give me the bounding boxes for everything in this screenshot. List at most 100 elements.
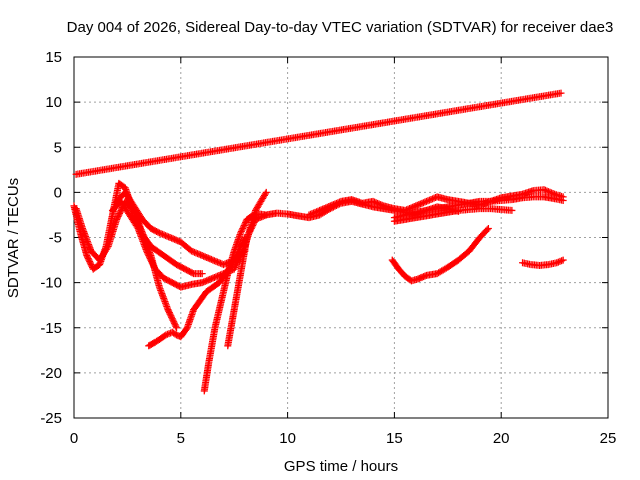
data-point <box>242 218 250 226</box>
data-point <box>165 307 173 315</box>
data-point <box>559 256 567 264</box>
data-point <box>146 255 154 263</box>
data-point <box>245 229 253 237</box>
data-point <box>148 259 156 267</box>
data-point <box>113 214 121 222</box>
data-point <box>168 315 176 323</box>
data-point <box>237 229 245 237</box>
data-point <box>244 230 252 238</box>
data-point <box>556 257 564 265</box>
data-point <box>248 223 256 231</box>
data-point <box>244 232 252 240</box>
x-tick-label: 25 <box>600 430 617 447</box>
x-axis-label: GPS time / hours <box>284 458 398 475</box>
data-point <box>262 188 270 196</box>
data-point <box>261 190 269 198</box>
data-point <box>239 223 247 231</box>
data-point <box>239 224 247 232</box>
data-marks <box>70 89 567 395</box>
data-point <box>249 221 257 229</box>
data-point <box>87 261 95 269</box>
x-tick-label: 20 <box>493 430 510 447</box>
data-point <box>553 259 561 267</box>
y-tick-label: 10 <box>45 94 62 111</box>
data-point <box>143 249 151 257</box>
y-tick-label: 15 <box>45 49 62 66</box>
data-point <box>84 253 92 261</box>
data-point <box>150 262 158 270</box>
data-point <box>554 258 562 266</box>
data-point <box>165 309 173 317</box>
y-tick-label: 5 <box>54 139 62 156</box>
data-point <box>558 257 566 265</box>
data-point <box>171 321 179 329</box>
data-point <box>168 313 176 321</box>
data-point <box>149 261 157 269</box>
data-point <box>115 211 123 219</box>
data-point <box>143 247 151 255</box>
data-point <box>164 306 172 314</box>
data-point <box>85 256 93 264</box>
data-point <box>86 259 94 267</box>
data-point <box>170 319 178 327</box>
data-point <box>483 226 491 234</box>
data-point <box>237 227 245 235</box>
data-point <box>250 218 258 226</box>
data-point <box>170 318 178 326</box>
series-track-j <box>390 205 516 225</box>
y-tick-label: -15 <box>40 320 62 337</box>
data-point <box>247 226 255 234</box>
data-point <box>167 312 175 320</box>
data-point <box>173 324 181 332</box>
data-point <box>241 220 249 228</box>
data-point <box>103 244 111 252</box>
series-track-f <box>200 210 270 395</box>
data-point <box>249 220 257 228</box>
data-point <box>247 224 255 232</box>
data-point <box>172 322 180 330</box>
data-point <box>83 252 91 260</box>
y-tick-label: -20 <box>40 365 62 382</box>
data-point <box>246 227 254 235</box>
data-point <box>116 208 124 216</box>
data-point <box>113 215 121 223</box>
x-tick-label: 15 <box>386 430 403 447</box>
series-track-l <box>519 256 567 269</box>
data-point <box>133 223 141 231</box>
data-point <box>484 224 492 232</box>
y-tick-label: -10 <box>40 275 62 292</box>
data-point <box>84 255 92 263</box>
data-point <box>86 258 94 266</box>
data-point <box>243 234 251 241</box>
data-point <box>162 331 170 339</box>
data-point <box>163 330 171 338</box>
data-point <box>145 252 153 260</box>
data-point <box>559 196 567 204</box>
data-point <box>188 269 196 277</box>
series-outliers <box>72 89 565 178</box>
data-point <box>240 221 248 229</box>
x-tick-label: 5 <box>177 430 185 447</box>
series-track-k <box>388 224 492 285</box>
y-tick-label: -25 <box>40 410 62 427</box>
data-point <box>198 270 206 278</box>
data-point <box>557 89 565 97</box>
data-point <box>148 258 156 266</box>
chart-title: Day 004 of 2026, Sidereal Day-to-day VTE… <box>67 19 614 36</box>
y-tick-label: 0 <box>54 184 62 201</box>
y-axis-label: SDTVAR / TECUs <box>5 178 22 298</box>
data-point <box>508 206 516 214</box>
data-point <box>166 310 174 318</box>
x-tick-label: 10 <box>279 430 296 447</box>
data-point <box>169 316 177 324</box>
y-tick-label: -5 <box>49 230 62 247</box>
data-point <box>116 209 124 217</box>
grid <box>74 57 608 418</box>
data-point <box>114 212 122 220</box>
ticks: 0 5 10 15 20 25 -25 -20 -15 -10 -5 0 5 10 15 <box>40 49 616 447</box>
data-point <box>144 250 152 258</box>
x-tick-label: 0 <box>70 430 78 447</box>
data-point <box>238 226 246 234</box>
data-point <box>147 256 155 264</box>
